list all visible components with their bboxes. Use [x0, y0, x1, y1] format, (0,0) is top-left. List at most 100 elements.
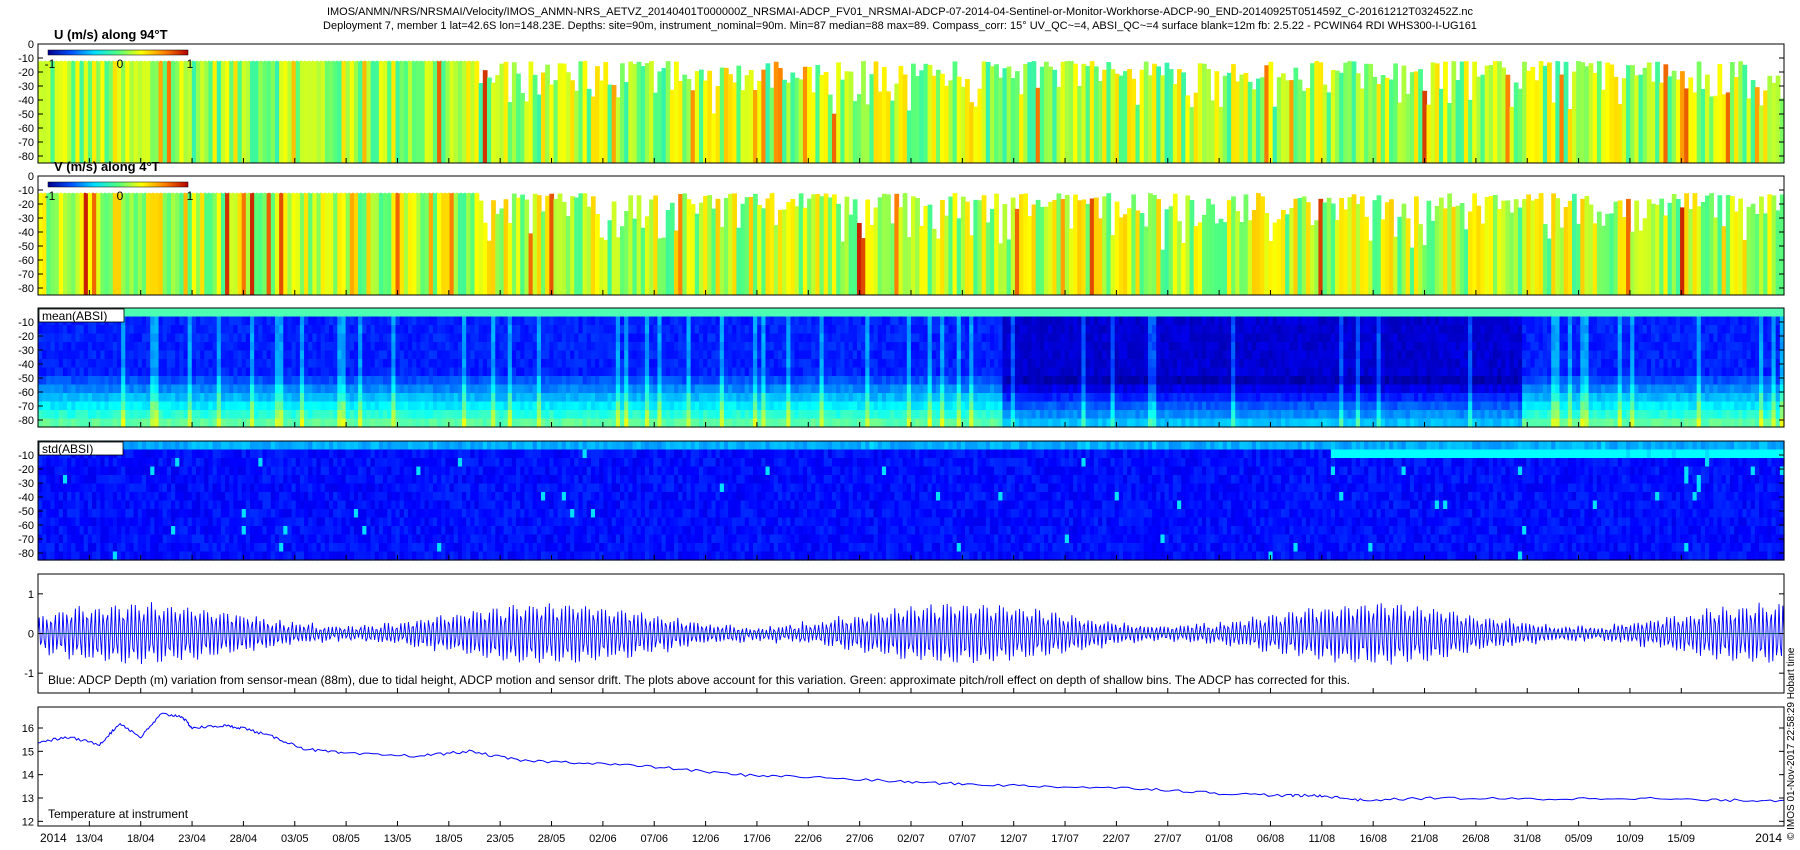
heatmap-mean_absi: [38, 308, 1785, 428]
panel-2: 0-10-20-30-40-50-60-70-80V (m/s) along 4…: [18, 159, 1785, 296]
x-tick-label: 13/05: [384, 833, 412, 845]
y-tick-label: 0: [28, 39, 34, 51]
x-tick-label: 27/07: [1154, 833, 1182, 845]
panel-label: mean(ABSI): [42, 309, 107, 323]
y-tick-label: -20: [18, 67, 34, 79]
panel-label-box: [38, 308, 125, 323]
y-tick-label: -10: [18, 185, 34, 197]
y-tick-label: -60: [18, 123, 34, 135]
heatmap-std_absi: [38, 441, 1785, 561]
y-tick-label: -50: [18, 506, 34, 518]
y-tick-label: -60: [18, 255, 34, 267]
figure-title-line-1: IMOS/ANMN/NRS/NRSMAI/Velocity/IMOS_ANMN-…: [326, 6, 1474, 18]
panel-1: 0-10-20-30-40-50-60-70-80U (m/s) along 9…: [18, 27, 1785, 164]
y-tick-label: -20: [18, 199, 34, 211]
colorbar: [47, 49, 189, 56]
x-tick-label: 01/08: [1205, 833, 1233, 845]
x-tick-label: 31/08: [1513, 833, 1541, 845]
y-tick-label: -30: [18, 213, 34, 225]
y-tick-label: -10: [18, 317, 34, 329]
y-tick-label: 16: [22, 723, 34, 735]
y-tick-label: -30: [18, 478, 34, 490]
y-tick-label: -40: [18, 95, 34, 107]
y-tick-label: -80: [18, 415, 34, 427]
x-tick-label: 22/07: [1103, 833, 1131, 845]
x-tick-label: 16/08: [1359, 833, 1387, 845]
x-tick-label: 07/06: [640, 833, 668, 845]
x-tick-label: 02/06: [589, 833, 617, 845]
y-tick-label: -80: [18, 548, 34, 560]
x-tick-label: 26/08: [1462, 833, 1490, 845]
copyright-timestamp-text: © IMOS 01-Nov-2017 22:58:29 Hobart time: [1786, 647, 1797, 840]
y-tick-label: -10: [18, 53, 34, 65]
colorbar-tick-label: -1: [45, 57, 56, 71]
y-tick-label: -40: [18, 492, 34, 504]
colorbar-tick-label: -1: [45, 189, 56, 203]
panel-frame: [37, 706, 1785, 827]
panel-label: U (m/s) along 94°T: [54, 27, 168, 42]
y-tick-label: 0: [28, 171, 34, 183]
colorbar-tick-label: 1: [187, 189, 194, 203]
x-tick-label: 22/06: [795, 833, 823, 845]
x-tick-label: 18/05: [435, 833, 463, 845]
y-tick-label: -70: [18, 401, 34, 413]
y-tick-label: 14: [22, 770, 34, 782]
x-tick-label: 18/04: [127, 833, 155, 845]
y-tick-label: -50: [18, 109, 34, 121]
x-axis-end-label: 2014: [1755, 831, 1782, 845]
y-tick-label: -70: [18, 534, 34, 546]
x-tick-label: 17/07: [1051, 833, 1079, 845]
panel-6: 16 15 14 13 12 Temperature at instrument: [22, 706, 1785, 828]
y-tick-label: -20: [18, 464, 34, 476]
y-tick-label: -80: [18, 151, 34, 163]
heatmap-u_velocity: [38, 60, 1785, 164]
y-tick-label: -70: [18, 137, 34, 149]
copyright-timestamp: © IMOS 01-Nov-2017 22:58:29 Hobart time: [1786, 560, 1800, 840]
panel-label: std(ABSI): [42, 442, 93, 456]
y-tick-label: -80: [18, 283, 34, 295]
y-tick-label: -50: [18, 373, 34, 385]
x-tick-label: 12/06: [692, 833, 720, 845]
temperature-line: [37, 712, 1785, 803]
x-tick-label: 27/06: [846, 833, 874, 845]
x-tick-label: 23/04: [178, 833, 206, 845]
colorbar: [47, 181, 189, 188]
y-tick-label: -10: [18, 450, 34, 462]
x-tick-label: 10/09: [1616, 833, 1644, 845]
panel-label: V (m/s) along 4°T: [54, 159, 160, 174]
x-tick-label: 11/08: [1308, 833, 1335, 845]
x-tick-label: 13/04: [76, 833, 104, 845]
panel-3: -10 -20 -30 -40 -50 -60 -70 -80 mean(ABSI): [18, 307, 1785, 428]
x-axis: 13/04 18/04 23/04 28/04 03/05 08/05 13/05 18/05…: [40, 831, 1782, 845]
x-tick-label: 07/07: [949, 833, 977, 845]
x-tick-label: 06/08: [1257, 833, 1285, 845]
x-tick-label: 02/07: [897, 833, 925, 845]
x-axis-start-label: 2014: [40, 831, 67, 845]
x-tick-label: 03/05: [281, 833, 309, 845]
y-tick-label: -40: [18, 359, 34, 371]
x-tick-label: 08/05: [332, 833, 360, 845]
y-tick-label: 12: [22, 816, 34, 828]
y-tick-label: 13: [22, 793, 34, 805]
panel-caption: Temperature at instrument: [48, 807, 189, 821]
figure-title-line-2: Deployment 7, member 1 lat=42.6S lon=148…: [323, 20, 1477, 32]
y-tick-label: -40: [18, 227, 34, 239]
panel-5: 1 0 -1 Blue: ADCP Depth (m) variation from …: [24, 573, 1785, 694]
series-blue-line: [37, 602, 1785, 665]
y-tick-label: 0: [28, 629, 34, 641]
y-tick-label: -1: [24, 668, 34, 680]
y-tick-label: -60: [18, 387, 34, 399]
y-tick-label: -20: [18, 331, 34, 343]
panel-caption: Blue: ADCP Depth (m) variation from sens…: [48, 673, 1350, 687]
x-tick-label: 17/06: [743, 833, 771, 845]
x-tick-label: 15/09: [1668, 833, 1696, 845]
heatmap-v_velocity: [38, 192, 1785, 295]
x-tick-label: 21/08: [1411, 833, 1439, 845]
colorbar-tick-label: 1: [187, 57, 194, 71]
y-tick-label: -50: [18, 241, 34, 253]
x-tick-label: 28/04: [230, 833, 258, 845]
colorbar-tick-label: 0: [117, 189, 124, 203]
y-tick-label: -70: [18, 269, 34, 281]
colorbar-tick-label: 0: [117, 57, 124, 71]
